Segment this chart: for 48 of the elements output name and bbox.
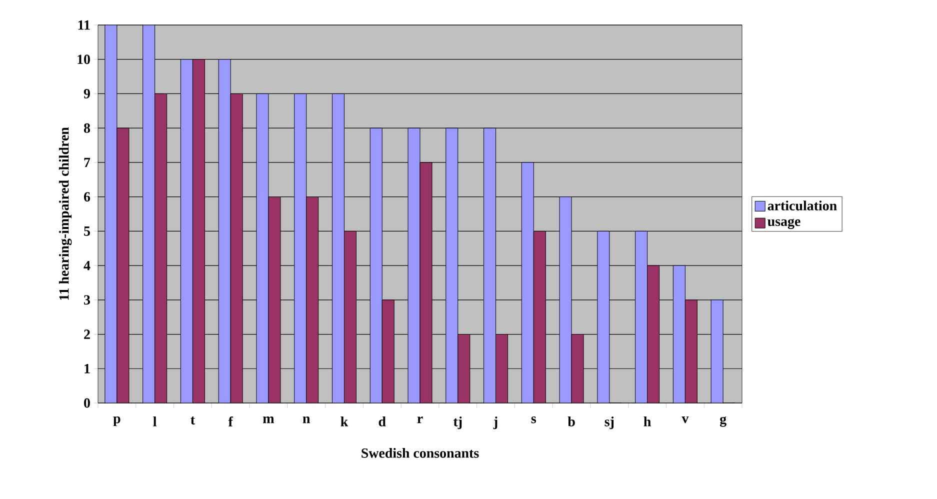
y-tick-label: 1 [84, 364, 90, 374]
bar [684, 300, 698, 403]
x-tick-label: r [417, 416, 423, 424]
legend-label: articulation [768, 200, 837, 210]
legend-label: usage [768, 218, 800, 229]
x-tick-label: g [720, 416, 726, 427]
bar [571, 334, 584, 403]
x-tick-label: f [228, 416, 234, 426]
x-tick-label: v [682, 416, 689, 424]
x-tick-label: d [378, 416, 386, 426]
bar [647, 265, 660, 403]
x-tick-label: s [531, 416, 536, 424]
bar [192, 59, 205, 403]
bar [154, 93, 168, 403]
y-tick-label: 9 [84, 89, 90, 98]
x-tick-label: k [340, 416, 348, 426]
bar [458, 334, 470, 403]
y-tick-label: 6 [84, 192, 90, 202]
y-tick-label: 4 [84, 260, 90, 270]
bar [420, 162, 432, 403]
y-tick-label: 5 [84, 226, 90, 236]
x-tick-label: n [302, 416, 310, 424]
y-tick-label: 2 [84, 330, 90, 339]
x-tick-label: t [190, 416, 195, 425]
bar [230, 93, 243, 403]
x-tick-label: p [113, 416, 120, 426]
x-tick-label: j [493, 416, 498, 430]
bar [116, 128, 130, 403]
y-tick-label: 7 [84, 158, 90, 168]
x-tick-label: m [263, 416, 274, 424]
bar [268, 196, 281, 403]
x-axis-title: Swedish consonants [362, 448, 479, 458]
y-tick-label: 10 [78, 54, 90, 64]
bar [382, 300, 394, 403]
bar [344, 230, 356, 403]
x-tick-label: tj [453, 416, 462, 430]
y-tick-label: 0 [84, 398, 90, 408]
bar [496, 334, 508, 403]
x-tick-label: h [644, 416, 651, 426]
x-tick-label: sj [604, 416, 614, 430]
y-tick-label: 3 [84, 295, 90, 305]
x-tick-label: b [568, 416, 575, 426]
bar [306, 196, 319, 403]
y-tick-label: 11 [78, 20, 90, 30]
y-tick-label: 8 [84, 123, 90, 133]
bar [533, 230, 546, 403]
y-axis-title: 11 hearing-impaired children [58, 127, 72, 300]
x-tick-label: l [153, 416, 157, 426]
